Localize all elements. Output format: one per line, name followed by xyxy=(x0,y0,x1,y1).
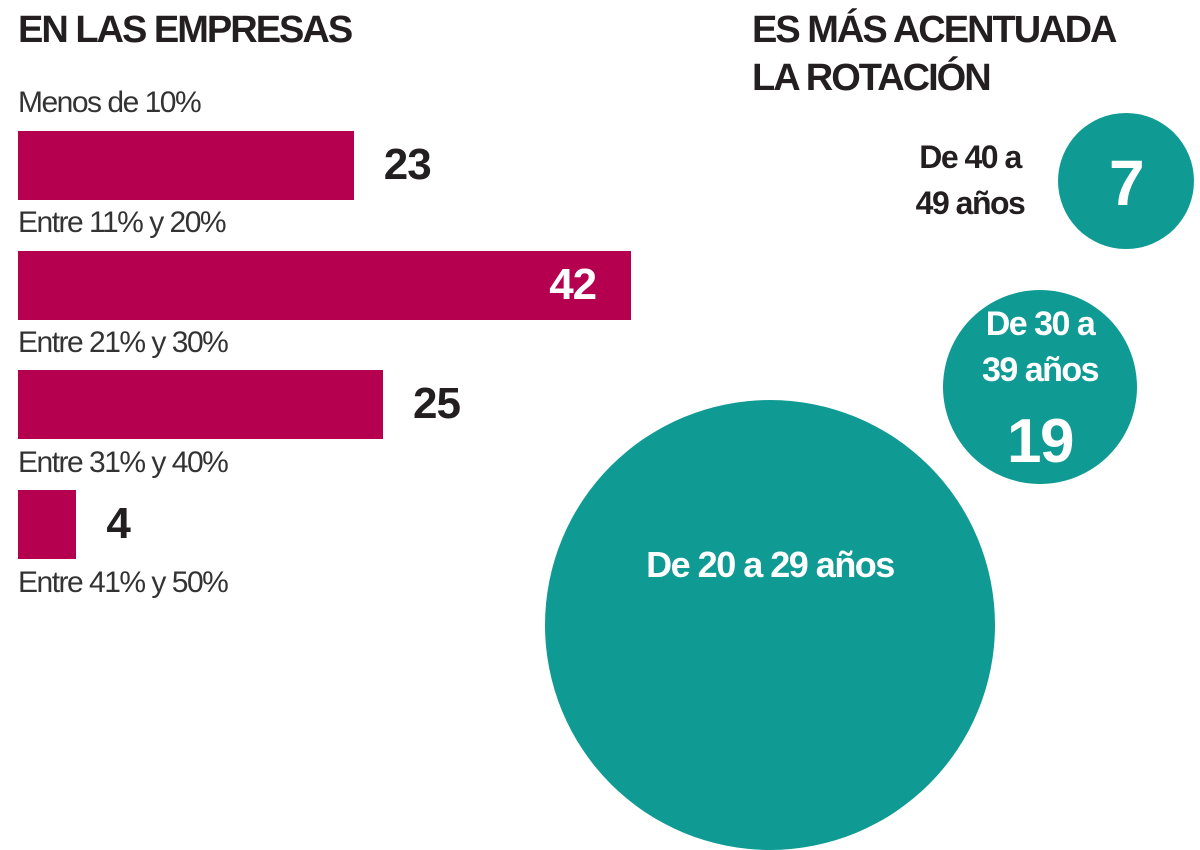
bar xyxy=(18,251,632,320)
bubble-label: 39 años xyxy=(981,351,1100,389)
bar xyxy=(18,370,383,439)
value-label: 23 xyxy=(383,140,432,189)
category-label: Menos de 10% xyxy=(18,86,202,119)
category-label: Entre 41% y 50% xyxy=(18,566,229,599)
bar xyxy=(18,490,77,559)
bubble-value: 19 xyxy=(1007,407,1074,476)
right-title-line-1: ES MÁS ACENTUADA xyxy=(752,9,1117,51)
bubble xyxy=(1058,113,1194,249)
value-label: 25 xyxy=(413,379,461,428)
bubble xyxy=(943,290,1137,484)
bubble-value: 7 xyxy=(1108,147,1145,219)
value-label: 42 xyxy=(549,260,597,309)
value-label: 4 xyxy=(106,499,131,548)
right-title-line-2: LA ROTACIÓN xyxy=(752,57,992,99)
bubble-label: De 20 a 29 años xyxy=(646,544,895,585)
category-label: Entre 31% y 40% xyxy=(18,446,229,479)
category-label: Entre 11% y 20% xyxy=(18,206,227,239)
bubble-label: De 40 a xyxy=(919,139,1022,175)
left-title: EN LAS EMPRESAS xyxy=(18,9,353,51)
bar xyxy=(18,131,354,200)
bubble-label: 49 años xyxy=(915,185,1026,221)
category-label: Entre 21% y 30% xyxy=(18,326,229,359)
bubble xyxy=(545,400,995,850)
bubble-label: De 30 a xyxy=(985,305,1096,343)
